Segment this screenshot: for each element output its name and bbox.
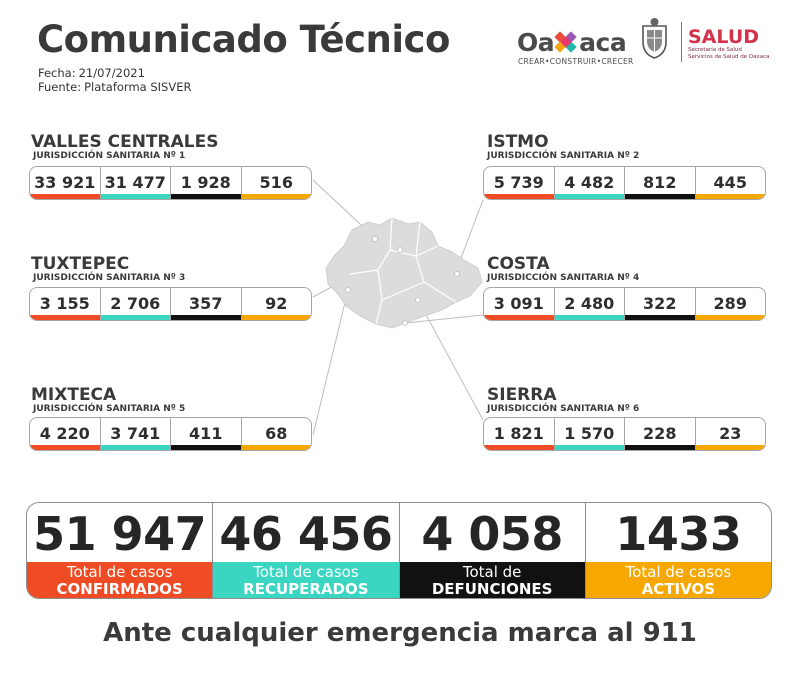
stat-activos: 92 [241,288,311,320]
stat-defunciones: 411 [171,418,242,450]
stat-recuperados: 31 477 [100,167,171,199]
region-name-istmo: ISTMO [487,132,549,152]
connector-costa [404,314,484,324]
region-stats-tuxtepec: 3 155 2 706 357 92 [29,287,312,321]
total-activos: 1433 Total de casos ACTIVOS [585,503,771,598]
region-stats-istmo: 5 739 4 482 812 445 [483,166,766,200]
region-name-tuxtepec: TUXTEPEC [31,254,130,274]
logo-divider [681,22,682,62]
connector-mixteca [312,289,349,436]
jurisdiction-label: JURISDICCIÓN SANITARIA Nº 2 [487,151,640,161]
oaxaca-tagline: CREAR•CONSTRUIR•CRECER [518,57,634,66]
stat-recuperados: 2 480 [554,288,625,320]
stat-activos: 23 [695,418,765,450]
stat-recuperados: 4 482 [554,167,625,199]
region-stats-valles-centrales: 33 921 31 477 1 928 516 [29,166,312,200]
stat-activos: 289 [695,288,765,320]
salud-logo: SALUD [688,26,760,48]
report-date: Fecha: 21/07/2021 [38,66,145,80]
stat-defunciones: 812 [625,167,696,199]
jurisdiction-label: JURISDICCIÓN SANITARIA Nº 4 [487,273,640,283]
stat-confirmados: 3 091 [484,288,555,320]
stat-confirmados: 4 220 [30,418,101,450]
region-name-mixteca: MIXTECA [31,385,117,405]
connector-sierra [417,299,484,421]
emergency-footer: Ante cualquier emergencia marca al 911 [103,618,697,648]
stat-defunciones: 1 928 [171,167,242,199]
oaxaca-logo: Oa aca [517,28,627,57]
stat-recuperados: 3 741 [100,418,171,450]
salud-subtitle: Secretaría de Salud Servicios de Salud de… [688,47,770,60]
total-confirmados: 51 947 Total de casos CONFIRMADOS [27,503,214,598]
total-defunciones: 4 058 Total de DEFUNCIONES [399,503,586,598]
region-name-valles-centrales: VALLES CENTRALES [31,132,219,152]
jurisdiction-label: JURISDICCIÓN SANITARIA Nº 1 [33,151,186,161]
region-stats-costa: 3 091 2 480 322 289 [483,287,766,321]
jurisdiction-label: JURISDICCIÓN SANITARIA Nº 3 [33,273,186,283]
state-seal-icon [642,18,667,59]
stat-confirmados: 5 739 [484,167,555,199]
region-name-sierra: SIERRA [487,385,557,405]
page-title: Comunicado Técnico [37,18,450,61]
region-name-costa: COSTA [487,254,550,274]
stat-activos: 445 [695,167,765,199]
stat-confirmados: 33 921 [30,167,101,199]
stat-defunciones: 322 [625,288,696,320]
total-recuperados: 46 456 Total de casos RECUPERADOS [213,503,400,598]
stat-recuperados: 1 570 [554,418,625,450]
stat-activos: 516 [241,167,311,199]
report-source: Fuente: Plataforma SISVER [38,80,192,94]
stat-defunciones: 357 [171,288,242,320]
stat-recuperados: 2 706 [100,288,171,320]
oaxaca-state-map [325,217,483,329]
totals-panel: 51 947 Total de casos CONFIRMADOS 46 456 … [26,502,772,599]
stat-activos: 68 [241,418,311,450]
jurisdiction-label: JURISDICCIÓN SANITARIA Nº 5 [33,404,186,414]
stat-confirmados: 3 155 [30,288,101,320]
jurisdiction-label: JURISDICCIÓN SANITARIA Nº 6 [487,404,640,414]
region-stats-sierra: 1 821 1 570 228 23 [483,417,766,451]
stat-confirmados: 1 821 [484,418,555,450]
region-stats-mixteca: 4 220 3 741 411 68 [29,417,312,451]
stat-defunciones: 228 [625,418,696,450]
